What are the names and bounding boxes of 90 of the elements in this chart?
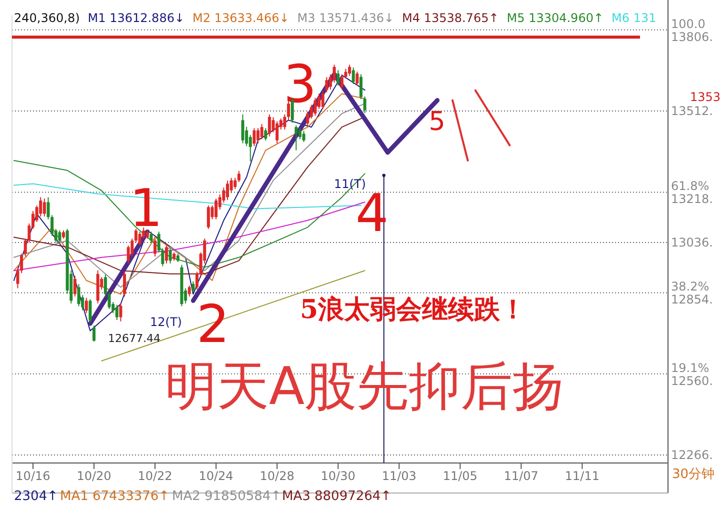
candlestick	[20, 253, 24, 274]
y-tick-label: 12266.	[671, 448, 713, 462]
candlestick	[336, 70, 340, 86]
annotation: 12(T)	[150, 315, 182, 329]
x-tick-label: 10/16	[16, 469, 50, 483]
x-tick-label: 10/20	[76, 469, 112, 483]
candlestick	[154, 238, 157, 258]
candlestick	[119, 302, 122, 322]
candlestick	[356, 71, 359, 86]
candlestick	[268, 114, 271, 137]
candlestick	[283, 114, 286, 130]
candlestick	[306, 111, 310, 126]
annotation: 240,360,8)	[14, 11, 80, 25]
candlestick	[359, 74, 362, 100]
candlestick	[226, 180, 229, 200]
y-tick-label: 61.8% 13218.	[671, 179, 713, 206]
x-tick-label: 11/07	[504, 469, 538, 483]
y-tick-label: 100.0 13806.	[671, 16, 713, 44]
candlestick	[276, 120, 279, 144]
candlestick	[195, 271, 198, 290]
text: 1353	[690, 90, 721, 104]
text: MA2 91850584↑	[172, 489, 282, 504]
candlestick	[164, 244, 168, 264]
annotation: 1	[129, 179, 163, 239]
candlestick	[92, 325, 96, 342]
candlestick	[237, 170, 240, 182]
annotation: 12677.44	[108, 332, 160, 345]
x-tick-label: 11/03	[382, 469, 416, 483]
candlestick	[321, 90, 324, 110]
candlestick	[332, 64, 336, 84]
x-tick-label: 10/30	[320, 469, 356, 483]
text: M1 13612.886↓	[88, 11, 185, 25]
candlestick	[318, 93, 321, 110]
candlestick	[206, 204, 210, 230]
candlestick	[58, 230, 62, 244]
candlestick	[241, 114, 244, 144]
candlestick	[264, 128, 268, 142]
text: M3 13571.436↓	[297, 11, 394, 25]
candlestick	[115, 304, 118, 321]
candlestick	[252, 128, 256, 147]
candlestick	[108, 292, 111, 310]
candlestick	[234, 177, 237, 190]
candlestick	[104, 274, 107, 298]
candlestick	[73, 275, 76, 298]
text: MA3 88097264↑	[282, 489, 392, 504]
candlestick	[214, 198, 218, 220]
text: M2 13633.466↓	[192, 11, 290, 25]
candlestick	[138, 231, 142, 246]
y-tick-label: 13036.	[671, 235, 713, 250]
annotation: 3	[283, 55, 317, 115]
candlestick	[248, 134, 252, 162]
x-tick-label: 10/24	[198, 469, 234, 483]
text: M6 131	[612, 11, 656, 25]
x-tick-label: 10/22	[138, 469, 172, 483]
text: M4 13538.765↑	[402, 11, 499, 25]
annotation: 5	[428, 107, 446, 137]
y-tick-label: 19.1% 12560.	[671, 360, 713, 388]
text: MA1 67433376↑	[60, 489, 170, 504]
candlestick	[188, 285, 191, 298]
candlestick	[298, 128, 302, 140]
candlestick	[134, 228, 138, 244]
text: 2304↑	[14, 489, 58, 504]
candlestick	[230, 177, 233, 194]
candlestick	[42, 198, 46, 218]
candlestick	[260, 124, 264, 140]
candlestick	[50, 214, 54, 236]
x-tick-label: 11/11	[564, 469, 600, 483]
x-tick-label: 10/28	[260, 469, 294, 483]
candlestick	[168, 248, 172, 264]
candlestick	[150, 231, 153, 244]
candlestick	[302, 130, 306, 142]
candlestick	[46, 196, 50, 220]
candlestick	[123, 271, 126, 298]
candlestick	[77, 284, 80, 307]
y-tick-label: 13512.	[671, 104, 713, 118]
candlestick	[314, 97, 317, 116]
text: M5 13304.960↑	[506, 11, 604, 25]
candlestick	[16, 267, 20, 289]
y-tick-label: 38.2% 12854.	[671, 280, 713, 307]
candlestick	[192, 280, 195, 293]
candlestick	[348, 64, 352, 76]
candlestick	[294, 124, 298, 151]
candlestick	[84, 297, 88, 314]
text: 30分钟	[672, 467, 715, 482]
candlestick	[325, 76, 328, 93]
candlestick	[352, 66, 355, 85]
x-tick-label: 11/05	[442, 469, 478, 483]
candlestick	[256, 128, 260, 144]
candlestick	[88, 298, 92, 324]
candlestick	[363, 96, 366, 114]
